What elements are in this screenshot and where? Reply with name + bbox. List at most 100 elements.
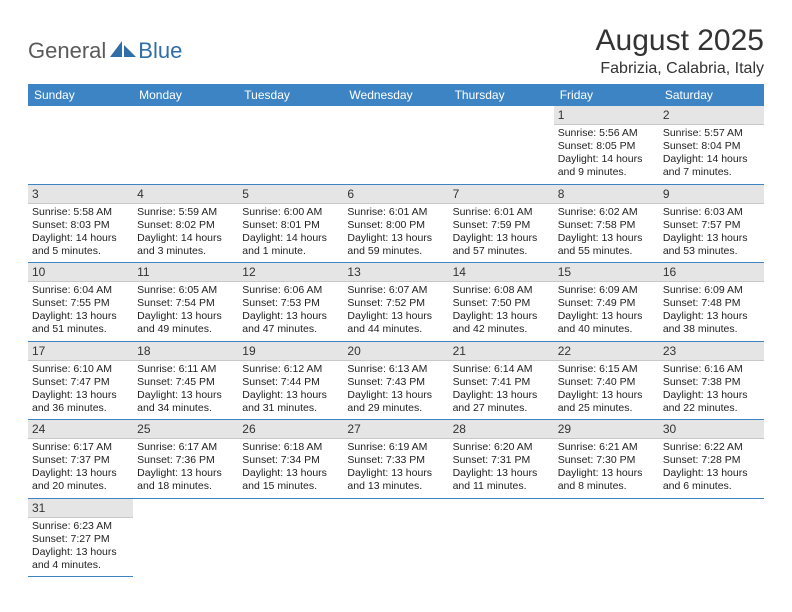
day-cell: 6Sunrise: 6:01 AMSunset: 8:00 PMDaylight… (343, 184, 448, 263)
day-cell: 22Sunrise: 6:15 AMSunset: 7:40 PMDayligh… (554, 341, 659, 420)
daylight-text: Daylight: 13 hours and 51 minutes. (32, 310, 129, 336)
sunrise-text: Sunrise: 6:17 AM (137, 441, 234, 454)
day-details: Sunrise: 6:13 AMSunset: 7:43 PMDaylight:… (343, 361, 448, 420)
sunrise-text: Sunrise: 6:05 AM (137, 284, 234, 297)
daylight-text: Daylight: 13 hours and 38 minutes. (663, 310, 760, 336)
day-number: 13 (343, 263, 448, 282)
daylight-text: Daylight: 13 hours and 47 minutes. (242, 310, 339, 336)
day-number: 14 (449, 263, 554, 282)
daylight-text: Daylight: 13 hours and 22 minutes. (663, 389, 760, 415)
day-cell: 21Sunrise: 6:14 AMSunset: 7:41 PMDayligh… (449, 341, 554, 420)
day-number: 15 (554, 263, 659, 282)
sunset-text: Sunset: 7:33 PM (347, 454, 444, 467)
day-number: 28 (449, 420, 554, 439)
day-cell (238, 498, 343, 577)
sunrise-text: Sunrise: 6:02 AM (558, 206, 655, 219)
daylight-text: Daylight: 13 hours and 8 minutes. (558, 467, 655, 493)
daylight-text: Daylight: 13 hours and 36 minutes. (32, 389, 129, 415)
sunrise-text: Sunrise: 6:12 AM (242, 363, 339, 376)
day-number: 4 (133, 185, 238, 204)
daylight-text: Daylight: 14 hours and 5 minutes. (32, 232, 129, 258)
sunrise-text: Sunrise: 6:23 AM (32, 520, 129, 533)
day-details: Sunrise: 6:19 AMSunset: 7:33 PMDaylight:… (343, 439, 448, 498)
daylight-text: Daylight: 13 hours and 29 minutes. (347, 389, 444, 415)
day-cell (238, 106, 343, 184)
weekday-header: Wednesday (343, 84, 448, 106)
day-number: 22 (554, 342, 659, 361)
weekday-header: Tuesday (238, 84, 343, 106)
day-cell: 16Sunrise: 6:09 AMSunset: 7:48 PMDayligh… (659, 263, 764, 342)
sunset-text: Sunset: 8:03 PM (32, 219, 129, 232)
sunrise-text: Sunrise: 5:57 AM (663, 127, 760, 140)
day-details: Sunrise: 5:56 AMSunset: 8:05 PMDaylight:… (554, 125, 659, 184)
sunrise-text: Sunrise: 6:01 AM (453, 206, 550, 219)
sunset-text: Sunset: 7:27 PM (32, 533, 129, 546)
day-details: Sunrise: 6:17 AMSunset: 7:37 PMDaylight:… (28, 439, 133, 498)
daylight-text: Daylight: 13 hours and 42 minutes. (453, 310, 550, 336)
sunset-text: Sunset: 7:54 PM (137, 297, 234, 310)
day-number: 26 (238, 420, 343, 439)
day-number: 1 (554, 106, 659, 125)
sunrise-text: Sunrise: 6:09 AM (558, 284, 655, 297)
day-cell (133, 106, 238, 184)
calendar-body: 1Sunrise: 5:56 AMSunset: 8:05 PMDaylight… (28, 106, 764, 577)
sunset-text: Sunset: 7:44 PM (242, 376, 339, 389)
day-details: Sunrise: 6:21 AMSunset: 7:30 PMDaylight:… (554, 439, 659, 498)
sunrise-text: Sunrise: 6:18 AM (242, 441, 339, 454)
day-details: Sunrise: 6:02 AMSunset: 7:58 PMDaylight:… (554, 204, 659, 263)
daylight-text: Daylight: 13 hours and 57 minutes. (453, 232, 550, 258)
day-cell: 29Sunrise: 6:21 AMSunset: 7:30 PMDayligh… (554, 420, 659, 499)
day-details: Sunrise: 6:01 AMSunset: 8:00 PMDaylight:… (343, 204, 448, 263)
sunrise-text: Sunrise: 6:07 AM (347, 284, 444, 297)
sunrise-text: Sunrise: 6:13 AM (347, 363, 444, 376)
day-cell: 3Sunrise: 5:58 AMSunset: 8:03 PMDaylight… (28, 184, 133, 263)
day-cell (343, 498, 448, 577)
calendar-page: General Blue August 2025 Fabrizia, Calab… (0, 0, 792, 589)
sunrise-text: Sunrise: 6:09 AM (663, 284, 760, 297)
day-details: Sunrise: 5:57 AMSunset: 8:04 PMDaylight:… (659, 125, 764, 184)
day-cell: 17Sunrise: 6:10 AMSunset: 7:47 PMDayligh… (28, 341, 133, 420)
brand-logo: General Blue (28, 24, 182, 64)
sunrise-text: Sunrise: 6:10 AM (32, 363, 129, 376)
sunset-text: Sunset: 7:31 PM (453, 454, 550, 467)
day-cell: 11Sunrise: 6:05 AMSunset: 7:54 PMDayligh… (133, 263, 238, 342)
day-number: 8 (554, 185, 659, 204)
calendar-week-row: 1Sunrise: 5:56 AMSunset: 8:05 PMDaylight… (28, 106, 764, 184)
sunset-text: Sunset: 7:53 PM (242, 297, 339, 310)
sunset-text: Sunset: 7:38 PM (663, 376, 760, 389)
sunrise-text: Sunrise: 6:20 AM (453, 441, 550, 454)
day-cell: 13Sunrise: 6:07 AMSunset: 7:52 PMDayligh… (343, 263, 448, 342)
sunrise-text: Sunrise: 6:21 AM (558, 441, 655, 454)
logo-text-accent: Blue (138, 38, 182, 64)
day-number: 10 (28, 263, 133, 282)
day-cell: 4Sunrise: 5:59 AMSunset: 8:02 PMDaylight… (133, 184, 238, 263)
day-cell: 2Sunrise: 5:57 AMSunset: 8:04 PMDaylight… (659, 106, 764, 184)
day-details: Sunrise: 6:20 AMSunset: 7:31 PMDaylight:… (449, 439, 554, 498)
day-details: Sunrise: 6:07 AMSunset: 7:52 PMDaylight:… (343, 282, 448, 341)
daylight-text: Daylight: 13 hours and 34 minutes. (137, 389, 234, 415)
day-details: Sunrise: 5:58 AMSunset: 8:03 PMDaylight:… (28, 204, 133, 263)
weekday-row: Sunday Monday Tuesday Wednesday Thursday… (28, 84, 764, 106)
sunset-text: Sunset: 8:05 PM (558, 140, 655, 153)
day-details: Sunrise: 6:23 AMSunset: 7:27 PMDaylight:… (28, 518, 133, 577)
day-cell: 10Sunrise: 6:04 AMSunset: 7:55 PMDayligh… (28, 263, 133, 342)
day-details: Sunrise: 6:12 AMSunset: 7:44 PMDaylight:… (238, 361, 343, 420)
day-cell: 12Sunrise: 6:06 AMSunset: 7:53 PMDayligh… (238, 263, 343, 342)
calendar-table: Sunday Monday Tuesday Wednesday Thursday… (28, 84, 764, 577)
sunrise-text: Sunrise: 6:04 AM (32, 284, 129, 297)
day-details: Sunrise: 6:16 AMSunset: 7:38 PMDaylight:… (659, 361, 764, 420)
day-details: Sunrise: 6:22 AMSunset: 7:28 PMDaylight:… (659, 439, 764, 498)
sunrise-text: Sunrise: 6:08 AM (453, 284, 550, 297)
daylight-text: Daylight: 14 hours and 9 minutes. (558, 153, 655, 179)
sunrise-text: Sunrise: 6:19 AM (347, 441, 444, 454)
daylight-text: Daylight: 13 hours and 4 minutes. (32, 546, 129, 572)
logo-text-primary: General (28, 38, 106, 64)
day-cell: 30Sunrise: 6:22 AMSunset: 7:28 PMDayligh… (659, 420, 764, 499)
daylight-text: Daylight: 13 hours and 25 minutes. (558, 389, 655, 415)
day-number: 18 (133, 342, 238, 361)
sunset-text: Sunset: 8:01 PM (242, 219, 339, 232)
page-title: August 2025 (596, 24, 764, 58)
daylight-text: Daylight: 13 hours and 31 minutes. (242, 389, 339, 415)
daylight-text: Daylight: 13 hours and 44 minutes. (347, 310, 444, 336)
sunrise-text: Sunrise: 6:06 AM (242, 284, 339, 297)
